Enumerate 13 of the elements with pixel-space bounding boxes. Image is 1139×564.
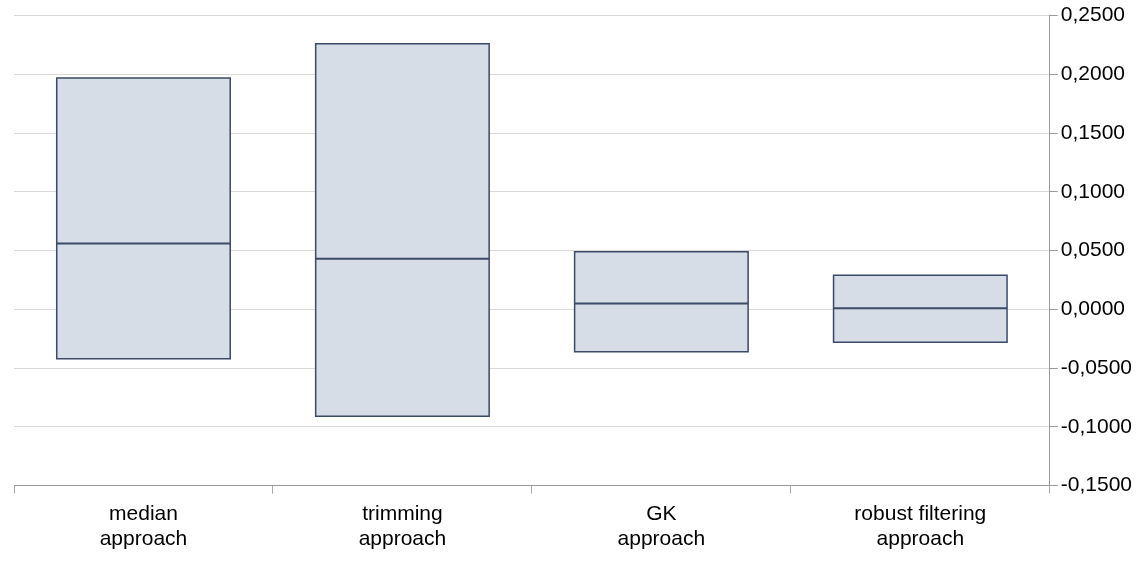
y-tick-label: -0,1000 xyxy=(1060,413,1133,437)
y-tick-label: 0,2500 xyxy=(1060,2,1126,26)
y-tick-label: 0,1000 xyxy=(1060,178,1126,202)
y-tick-label: 0,0500 xyxy=(1060,237,1126,261)
y-tick-label: -0,0500 xyxy=(1060,354,1133,378)
x-tick-label: median approach xyxy=(99,501,188,550)
y-tick-label: 0,0000 xyxy=(1060,296,1126,320)
x-tick-label: trimming approach xyxy=(358,501,447,550)
y-tick-label: -0,1500 xyxy=(1060,472,1133,496)
y-tick-label: 0,2000 xyxy=(1060,61,1126,85)
x-tick-label: robust filtering approach xyxy=(854,501,987,550)
y-tick-label: 0,1500 xyxy=(1060,119,1126,143)
x-tick-label: GK approach xyxy=(617,501,706,550)
